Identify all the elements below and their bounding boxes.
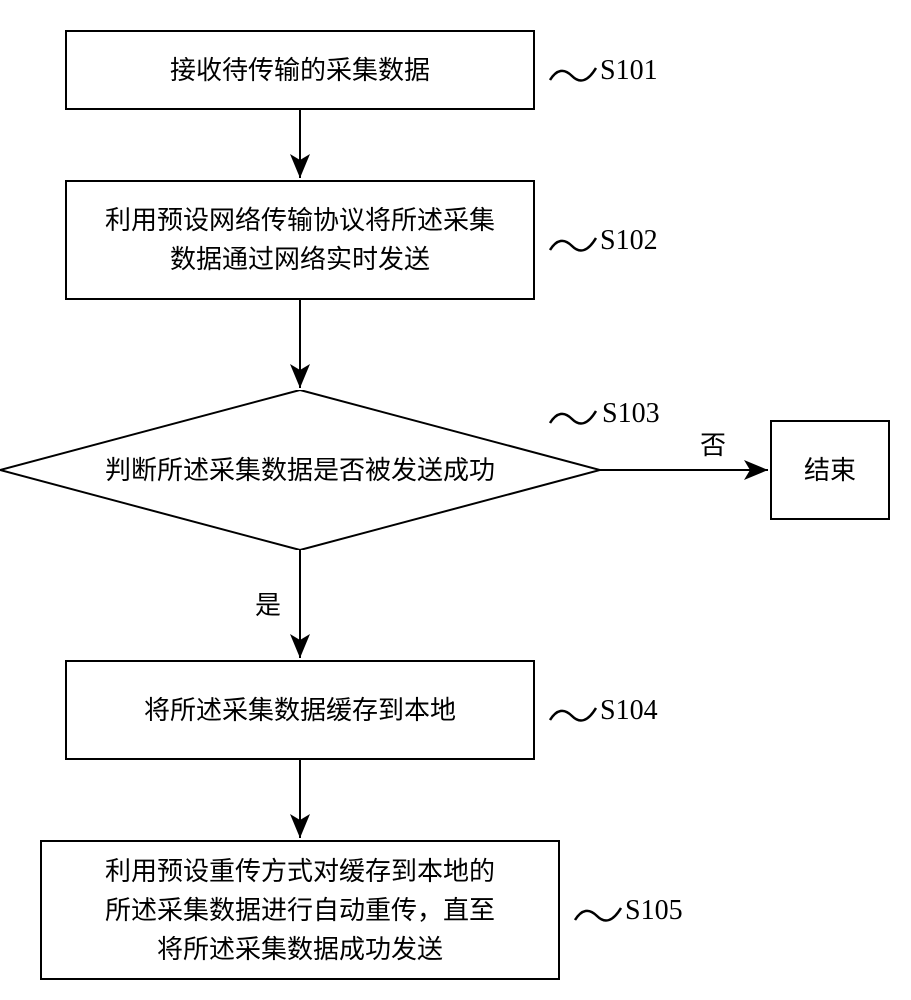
label-s101: S101 — [600, 55, 658, 87]
label-s102: S102 — [600, 225, 658, 257]
step-s103-text: 判断所述采集数据是否被发送成功 — [105, 455, 495, 485]
step-s101-text: 接收待传输的采集数据 — [170, 51, 430, 90]
end-box: 结束 — [770, 420, 890, 520]
label-s105: S105 — [625, 895, 683, 927]
step-s104: 将所述采集数据缓存到本地 — [65, 660, 535, 760]
step-s103-text-wrap: 判断所述采集数据是否被发送成功 — [60, 450, 540, 487]
label-s103: S103 — [602, 398, 660, 430]
edge-label-no: 否 — [700, 425, 726, 462]
flowchart-canvas: 接收待传输的采集数据 S101 利用预设网络传输协议将所述采集 数据通过网络实时… — [0, 0, 911, 1000]
squiggle-s105 — [573, 902, 623, 926]
step-s105: 利用预设重传方式对缓存到本地的 所述采集数据进行自动重传，直至 将所述采集数据成… — [40, 840, 560, 980]
edge-label-yes: 是 — [255, 585, 281, 622]
step-s102-text: 利用预设网络传输协议将所述采集 数据通过网络实时发送 — [105, 201, 495, 279]
step-s105-text: 利用预设重传方式对缓存到本地的 所述采集数据进行自动重传，直至 将所述采集数据成… — [105, 852, 495, 969]
squiggle-s102 — [548, 232, 598, 256]
step-s101: 接收待传输的采集数据 — [65, 30, 535, 110]
squiggle-s104 — [548, 702, 598, 726]
squiggle-s101 — [548, 62, 598, 86]
squiggle-s103 — [548, 405, 598, 429]
step-s104-text: 将所述采集数据缓存到本地 — [144, 691, 456, 730]
step-s102: 利用预设网络传输协议将所述采集 数据通过网络实时发送 — [65, 180, 535, 300]
end-text: 结束 — [804, 451, 856, 490]
label-s104: S104 — [600, 695, 658, 727]
